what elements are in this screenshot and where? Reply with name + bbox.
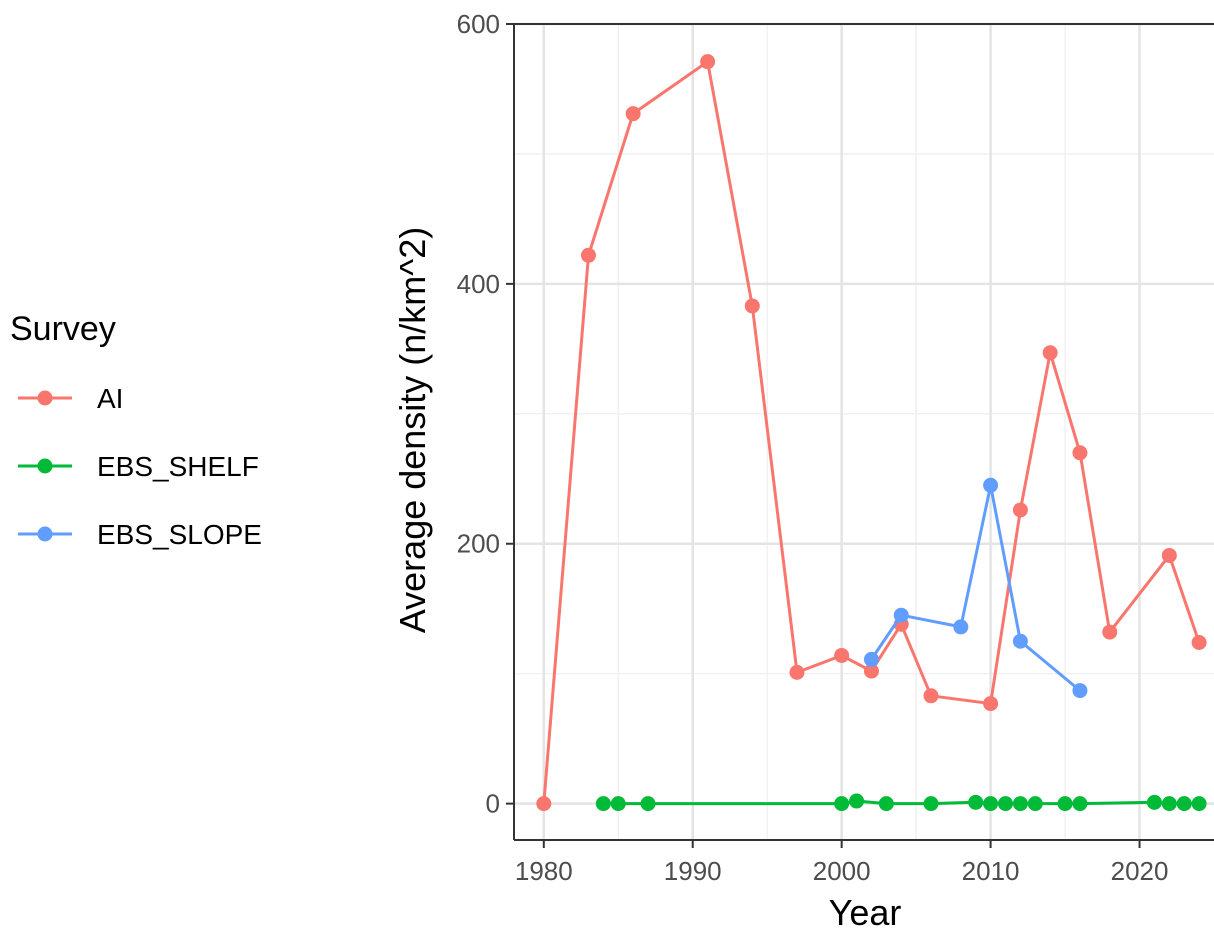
- legend: Survey AI EBS_SHELF EBS_SLOPE: [10, 310, 262, 550]
- legend-item-ai: AI: [18, 383, 123, 414]
- data-point: [789, 664, 805, 680]
- data-point: [849, 793, 865, 809]
- data-point: [1102, 624, 1118, 640]
- data-point: [1012, 502, 1028, 518]
- data-point: [1027, 796, 1043, 812]
- x-tick-label: 2010: [962, 856, 1020, 886]
- legend-title: Survey: [10, 310, 116, 348]
- x-axis-title: Year: [829, 892, 902, 933]
- data-point: [610, 796, 626, 812]
- data-point: [1072, 796, 1088, 812]
- series-ebs-shelf: [595, 793, 1207, 812]
- data-point: [983, 477, 999, 493]
- data-point: [640, 796, 656, 812]
- legend-key-point: [37, 526, 53, 542]
- data-point: [1146, 794, 1162, 810]
- data-point: [834, 647, 850, 663]
- data-point: [983, 796, 999, 812]
- data-point: [1176, 796, 1192, 812]
- data-point: [863, 651, 879, 667]
- axes: 1980 1990 2000 2010 2020 0 200 400 600: [457, 9, 1169, 886]
- y-axis-title: Average density (n/km^2): [392, 227, 433, 633]
- data-point: [1012, 633, 1028, 649]
- data-point: [1042, 345, 1058, 361]
- panel-border: [513, 23, 1214, 841]
- grid-lines: [514, 22, 1214, 840]
- data-point: [1012, 796, 1028, 812]
- data-point: [878, 796, 894, 812]
- y-tick-label: 600: [457, 9, 500, 39]
- data-point: [1072, 683, 1088, 699]
- x-tick-label: 2020: [1111, 856, 1169, 886]
- legend-key-point: [37, 458, 53, 474]
- legend-item-ebs-shelf: EBS_SHELF: [18, 451, 259, 482]
- series-layer: [536, 54, 1207, 812]
- data-point: [863, 663, 879, 679]
- data-point: [997, 796, 1013, 812]
- data-point: [1191, 634, 1207, 650]
- series-line: [870, 484, 1081, 692]
- data-point: [834, 796, 850, 812]
- data-point: [983, 696, 999, 712]
- data-point: [595, 796, 611, 812]
- y-tick-label: 0: [486, 789, 500, 819]
- series-ai: [536, 54, 1207, 812]
- data-point: [953, 619, 969, 635]
- data-point: [968, 794, 984, 810]
- x-tick-label: 1990: [664, 856, 722, 886]
- y-tick-label: 400: [457, 269, 500, 299]
- x-tick-label: 2000: [813, 856, 871, 886]
- legend-label: EBS_SHELF: [97, 451, 259, 482]
- legend-item-ebs-slope: EBS_SLOPE: [18, 519, 262, 550]
- data-point: [625, 106, 641, 122]
- data-point: [536, 796, 552, 812]
- data-point: [1161, 796, 1177, 812]
- x-tick-label: 1980: [515, 856, 573, 886]
- series-ebs-slope: [863, 477, 1088, 699]
- series-line: [542, 59, 1201, 804]
- legend-key-point: [37, 390, 53, 406]
- data-point: [580, 247, 596, 263]
- data-point: [893, 607, 909, 623]
- data-point: [923, 688, 939, 704]
- data-point: [923, 796, 939, 812]
- data-point: [1057, 796, 1073, 812]
- legend-label: AI: [97, 383, 123, 414]
- legend-label: EBS_SLOPE: [97, 519, 262, 550]
- data-point: [744, 298, 760, 314]
- data-point: [700, 54, 716, 70]
- data-point: [1161, 547, 1177, 563]
- data-point: [1072, 445, 1088, 461]
- y-tick-label: 200: [457, 529, 500, 559]
- data-point: [1191, 796, 1207, 812]
